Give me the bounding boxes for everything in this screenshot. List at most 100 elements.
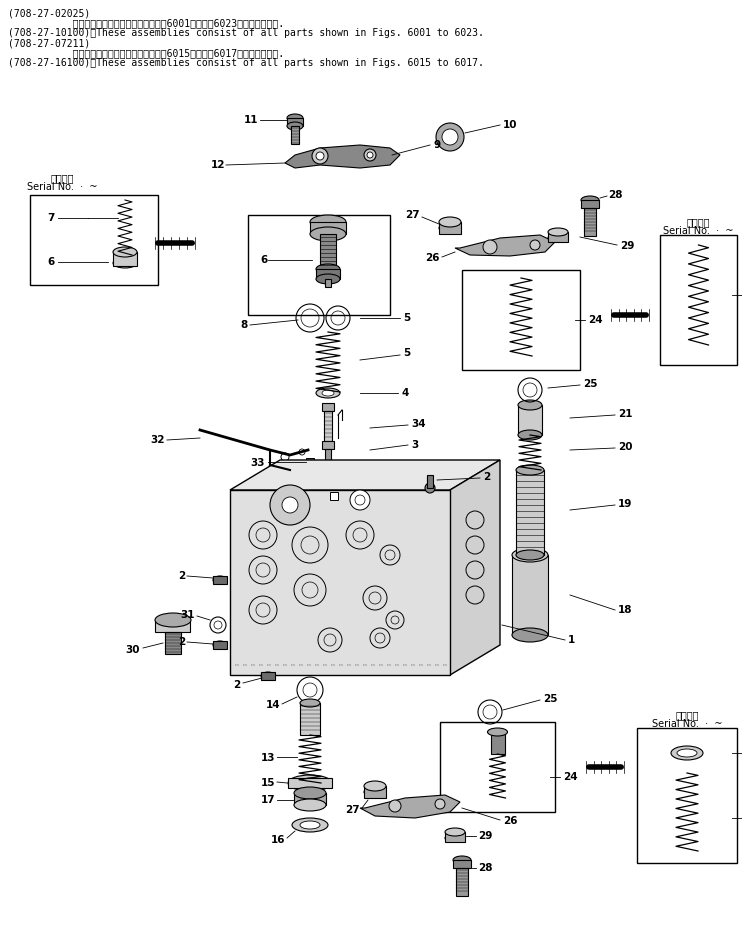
- Circle shape: [442, 129, 458, 145]
- Text: 24: 24: [588, 315, 603, 325]
- Bar: [323, 464, 333, 470]
- Circle shape: [350, 490, 370, 510]
- Text: 20: 20: [618, 442, 632, 452]
- Text: 27: 27: [405, 210, 420, 220]
- Bar: [300, 703, 320, 735]
- Ellipse shape: [512, 628, 548, 642]
- Polygon shape: [285, 145, 400, 168]
- Text: 3: 3: [411, 440, 418, 450]
- Bar: [30, 195, 158, 285]
- Polygon shape: [230, 460, 500, 490]
- Text: (708-27-07211): (708-27-07211): [8, 38, 91, 48]
- Text: (708-27-16100)：These assemblies consist of all parts shown in Figs. 6015 to 6017: (708-27-16100)：These assemblies consist …: [8, 58, 484, 68]
- Ellipse shape: [287, 114, 303, 122]
- Circle shape: [281, 453, 289, 461]
- Bar: [113, 252, 137, 266]
- Bar: [320, 234, 336, 269]
- Text: 17: 17: [260, 795, 275, 805]
- Ellipse shape: [294, 799, 326, 811]
- Bar: [288, 778, 332, 788]
- Text: 14: 14: [266, 700, 280, 710]
- Bar: [516, 470, 544, 555]
- Circle shape: [316, 152, 324, 160]
- Bar: [637, 728, 737, 863]
- Circle shape: [367, 152, 373, 158]
- Text: 2: 2: [233, 680, 240, 690]
- Text: 29: 29: [620, 241, 634, 251]
- Ellipse shape: [316, 264, 340, 274]
- Ellipse shape: [677, 749, 697, 757]
- Bar: [330, 492, 338, 500]
- Text: 6: 6: [47, 257, 55, 267]
- Circle shape: [435, 799, 445, 809]
- Bar: [306, 458, 314, 472]
- Text: 32: 32: [151, 435, 165, 445]
- Bar: [364, 786, 386, 798]
- Text: 27: 27: [345, 805, 360, 815]
- Text: 30: 30: [125, 645, 140, 655]
- Ellipse shape: [213, 576, 227, 584]
- Ellipse shape: [300, 821, 320, 829]
- Bar: [291, 126, 299, 144]
- Text: 19: 19: [618, 499, 632, 509]
- Text: 4: 4: [401, 388, 408, 398]
- Text: 33: 33: [251, 458, 265, 468]
- Text: 8: 8: [240, 320, 248, 330]
- Text: 25: 25: [583, 379, 597, 389]
- Bar: [427, 475, 433, 488]
- Ellipse shape: [518, 400, 542, 410]
- Ellipse shape: [316, 388, 340, 398]
- Ellipse shape: [316, 274, 340, 284]
- Text: 23: 23: [741, 813, 742, 823]
- Ellipse shape: [364, 787, 386, 797]
- Bar: [518, 405, 542, 435]
- Bar: [490, 732, 505, 754]
- Text: これらのアセンブリの構成部品は第6015図から第6017図まで含みます.: これらのアセンブリの構成部品は第6015図から第6017図まで含みます.: [8, 48, 284, 58]
- Circle shape: [530, 240, 540, 250]
- Text: 26: 26: [503, 816, 517, 826]
- Bar: [261, 672, 275, 680]
- Text: 28: 28: [478, 863, 493, 873]
- Ellipse shape: [287, 122, 303, 130]
- Bar: [287, 118, 303, 126]
- Text: 25: 25: [543, 694, 557, 704]
- Ellipse shape: [445, 828, 465, 836]
- Text: 29: 29: [478, 831, 493, 841]
- Circle shape: [312, 148, 328, 164]
- Text: Serial No.  ·  ~: Serial No. · ~: [651, 719, 722, 729]
- Bar: [324, 411, 332, 441]
- Bar: [213, 576, 227, 584]
- Ellipse shape: [671, 746, 703, 760]
- Text: 22: 22: [741, 748, 742, 758]
- Text: 6: 6: [260, 255, 267, 265]
- Bar: [462, 270, 580, 370]
- Circle shape: [270, 485, 310, 525]
- Text: 2: 2: [178, 571, 185, 581]
- Text: 26: 26: [425, 253, 440, 263]
- Circle shape: [299, 449, 305, 455]
- Polygon shape: [450, 460, 500, 675]
- Bar: [325, 449, 331, 464]
- Ellipse shape: [113, 258, 137, 268]
- Bar: [322, 403, 334, 411]
- Bar: [584, 208, 596, 236]
- Bar: [230, 490, 450, 675]
- Text: 34: 34: [411, 419, 426, 429]
- Bar: [316, 269, 340, 279]
- Bar: [445, 832, 465, 842]
- Text: 7: 7: [47, 213, 55, 223]
- Text: 23: 23: [741, 288, 742, 298]
- Bar: [155, 620, 190, 632]
- Ellipse shape: [306, 462, 314, 468]
- Text: 24: 24: [563, 772, 577, 782]
- Text: 21: 21: [618, 409, 632, 419]
- Text: (708-27-10100)：These assemblies consist of all parts shown in Figs. 6001 to 6023: (708-27-10100)：These assemblies consist …: [8, 28, 484, 38]
- Ellipse shape: [213, 641, 227, 649]
- Circle shape: [425, 483, 435, 493]
- Ellipse shape: [288, 775, 332, 791]
- Text: 18: 18: [618, 605, 632, 615]
- Ellipse shape: [453, 856, 471, 864]
- Bar: [439, 222, 461, 234]
- Bar: [440, 722, 555, 812]
- Bar: [294, 793, 326, 805]
